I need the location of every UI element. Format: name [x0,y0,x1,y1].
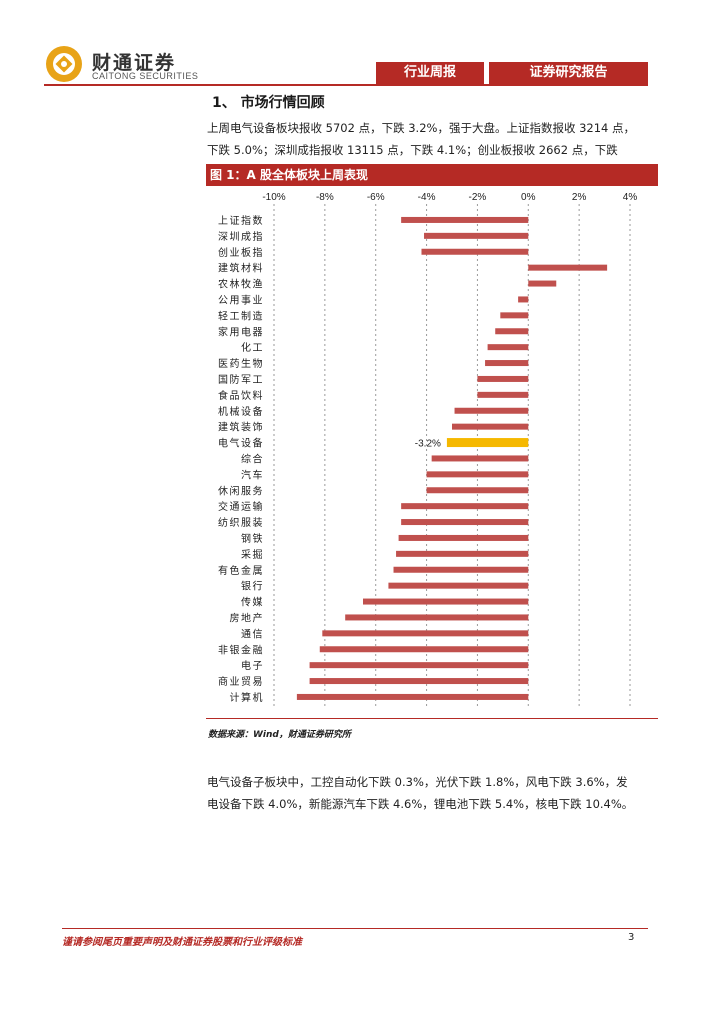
bar [500,312,529,319]
category-label: 公用事业 [218,293,264,306]
figure-title: 图 1：A 股全体板块上周表现 [206,164,658,186]
category-label: 汽车 [241,468,264,481]
bar [528,280,557,287]
category-label: 农林牧渔 [218,278,264,291]
category-label: 纺织服装 [218,516,264,529]
bar [345,614,529,621]
bar [296,693,529,700]
bar [454,407,529,414]
bar [477,391,529,398]
bar [401,216,529,223]
highlight-bar [446,438,529,448]
bar [309,678,529,685]
para-line: 上周电气设备板块报收 5702 点，下跌 3.2%，强于大盘。上证指数报收 32… [207,121,636,135]
bar [322,630,529,637]
bar [388,582,529,589]
category-label: 传媒 [241,597,264,609]
category-label: 有色金属 [218,564,264,577]
bar [401,503,529,510]
bar [426,471,529,478]
category-label: 银行 [241,580,264,593]
bar [431,455,529,462]
category-label: 家用电器 [218,325,264,338]
bar [485,360,529,367]
category-label: 建筑装饰 [218,421,264,434]
category-label: 交通运输 [218,500,264,513]
figure-source: 数据来源：Wind，财通证券研究所 [208,730,351,740]
x-tick-label: -4% [418,192,436,203]
bar-chart: -10% -8% -6% -4% -2% 0% 2% 4% 上证指数深圳成指创业板指建筑材料农林… [218,192,638,708]
category-label: 采掘 [241,548,264,561]
category-label: 房地产 [230,611,265,624]
bar [426,487,529,494]
data-label: -3.2% [415,439,441,450]
x-tick-label: -2% [469,192,487,203]
bar [424,232,529,239]
category-label: 休闲服务 [218,484,264,497]
x-tick-label: -8% [316,192,334,203]
category-label: 创业板指 [218,246,264,259]
x-tick-label: 0% [521,192,536,203]
bar [421,248,529,255]
category-label: 食品饮料 [218,389,264,402]
category-label: 钢铁 [241,532,264,545]
caitong-logo-icon [46,46,82,82]
category-label: 商业贸易 [218,675,264,688]
bar [528,264,608,271]
category-label: 医药生物 [218,357,264,370]
bar [396,550,529,557]
category-label: 轻工制造 [218,309,264,322]
page-number: 3 [628,932,635,943]
category-label: 电子 [241,659,264,672]
x-tick-label: -10% [262,192,285,203]
category-label: 上证指数 [218,214,264,227]
bar [452,423,529,430]
category-label: 综合 [241,452,264,465]
x-tick-label: 2% [572,192,587,203]
category-label: 通信 [241,628,264,640]
header-divider [44,84,648,86]
bar [393,566,529,573]
category-label: 计算机 [230,691,265,704]
bar [309,662,529,669]
category-label: 化工 [241,341,264,354]
section-title: 1、 市场行情回顾 [212,95,325,111]
bar [487,344,529,351]
tag-research-report: 证券研究报告 [489,62,648,84]
bar [319,646,529,653]
category-label: 非银金融 [218,643,264,656]
bar [518,296,529,303]
logo-subtext: CAITONG SECURITIES [92,71,199,81]
bar [495,328,529,335]
category-label: 建筑材料 [218,262,264,275]
footer-divider [62,928,648,929]
category-label: 机械设备 [218,405,264,418]
para-line: 电气设备子板块中，工控自动化下跌 0.3%，光伏下跌 1.8%，风电下跌 3.6… [207,775,628,789]
logo-text: 财通证券 [92,52,177,74]
category-label: 深圳成指 [218,230,264,243]
bar [398,534,529,541]
category-label: 电气设备 [218,437,264,450]
x-tick-label: 4% [623,192,638,203]
bar [477,375,529,382]
tag-weekly-report: 行业周报 [376,62,484,84]
x-tick-label: -6% [367,192,385,203]
bar [401,519,529,526]
figure-divider [206,718,658,719]
para-line: 电设备下跌 4.0%，新能源汽车下跌 4.6%，锂电池下跌 5.4%，核电下跌 … [207,797,634,811]
category-label: 国防军工 [218,373,264,386]
bar [363,598,529,605]
footer-disclaimer: 谨请参阅尾页重要声明及财通证券股票和行业评级标准 [62,937,302,948]
